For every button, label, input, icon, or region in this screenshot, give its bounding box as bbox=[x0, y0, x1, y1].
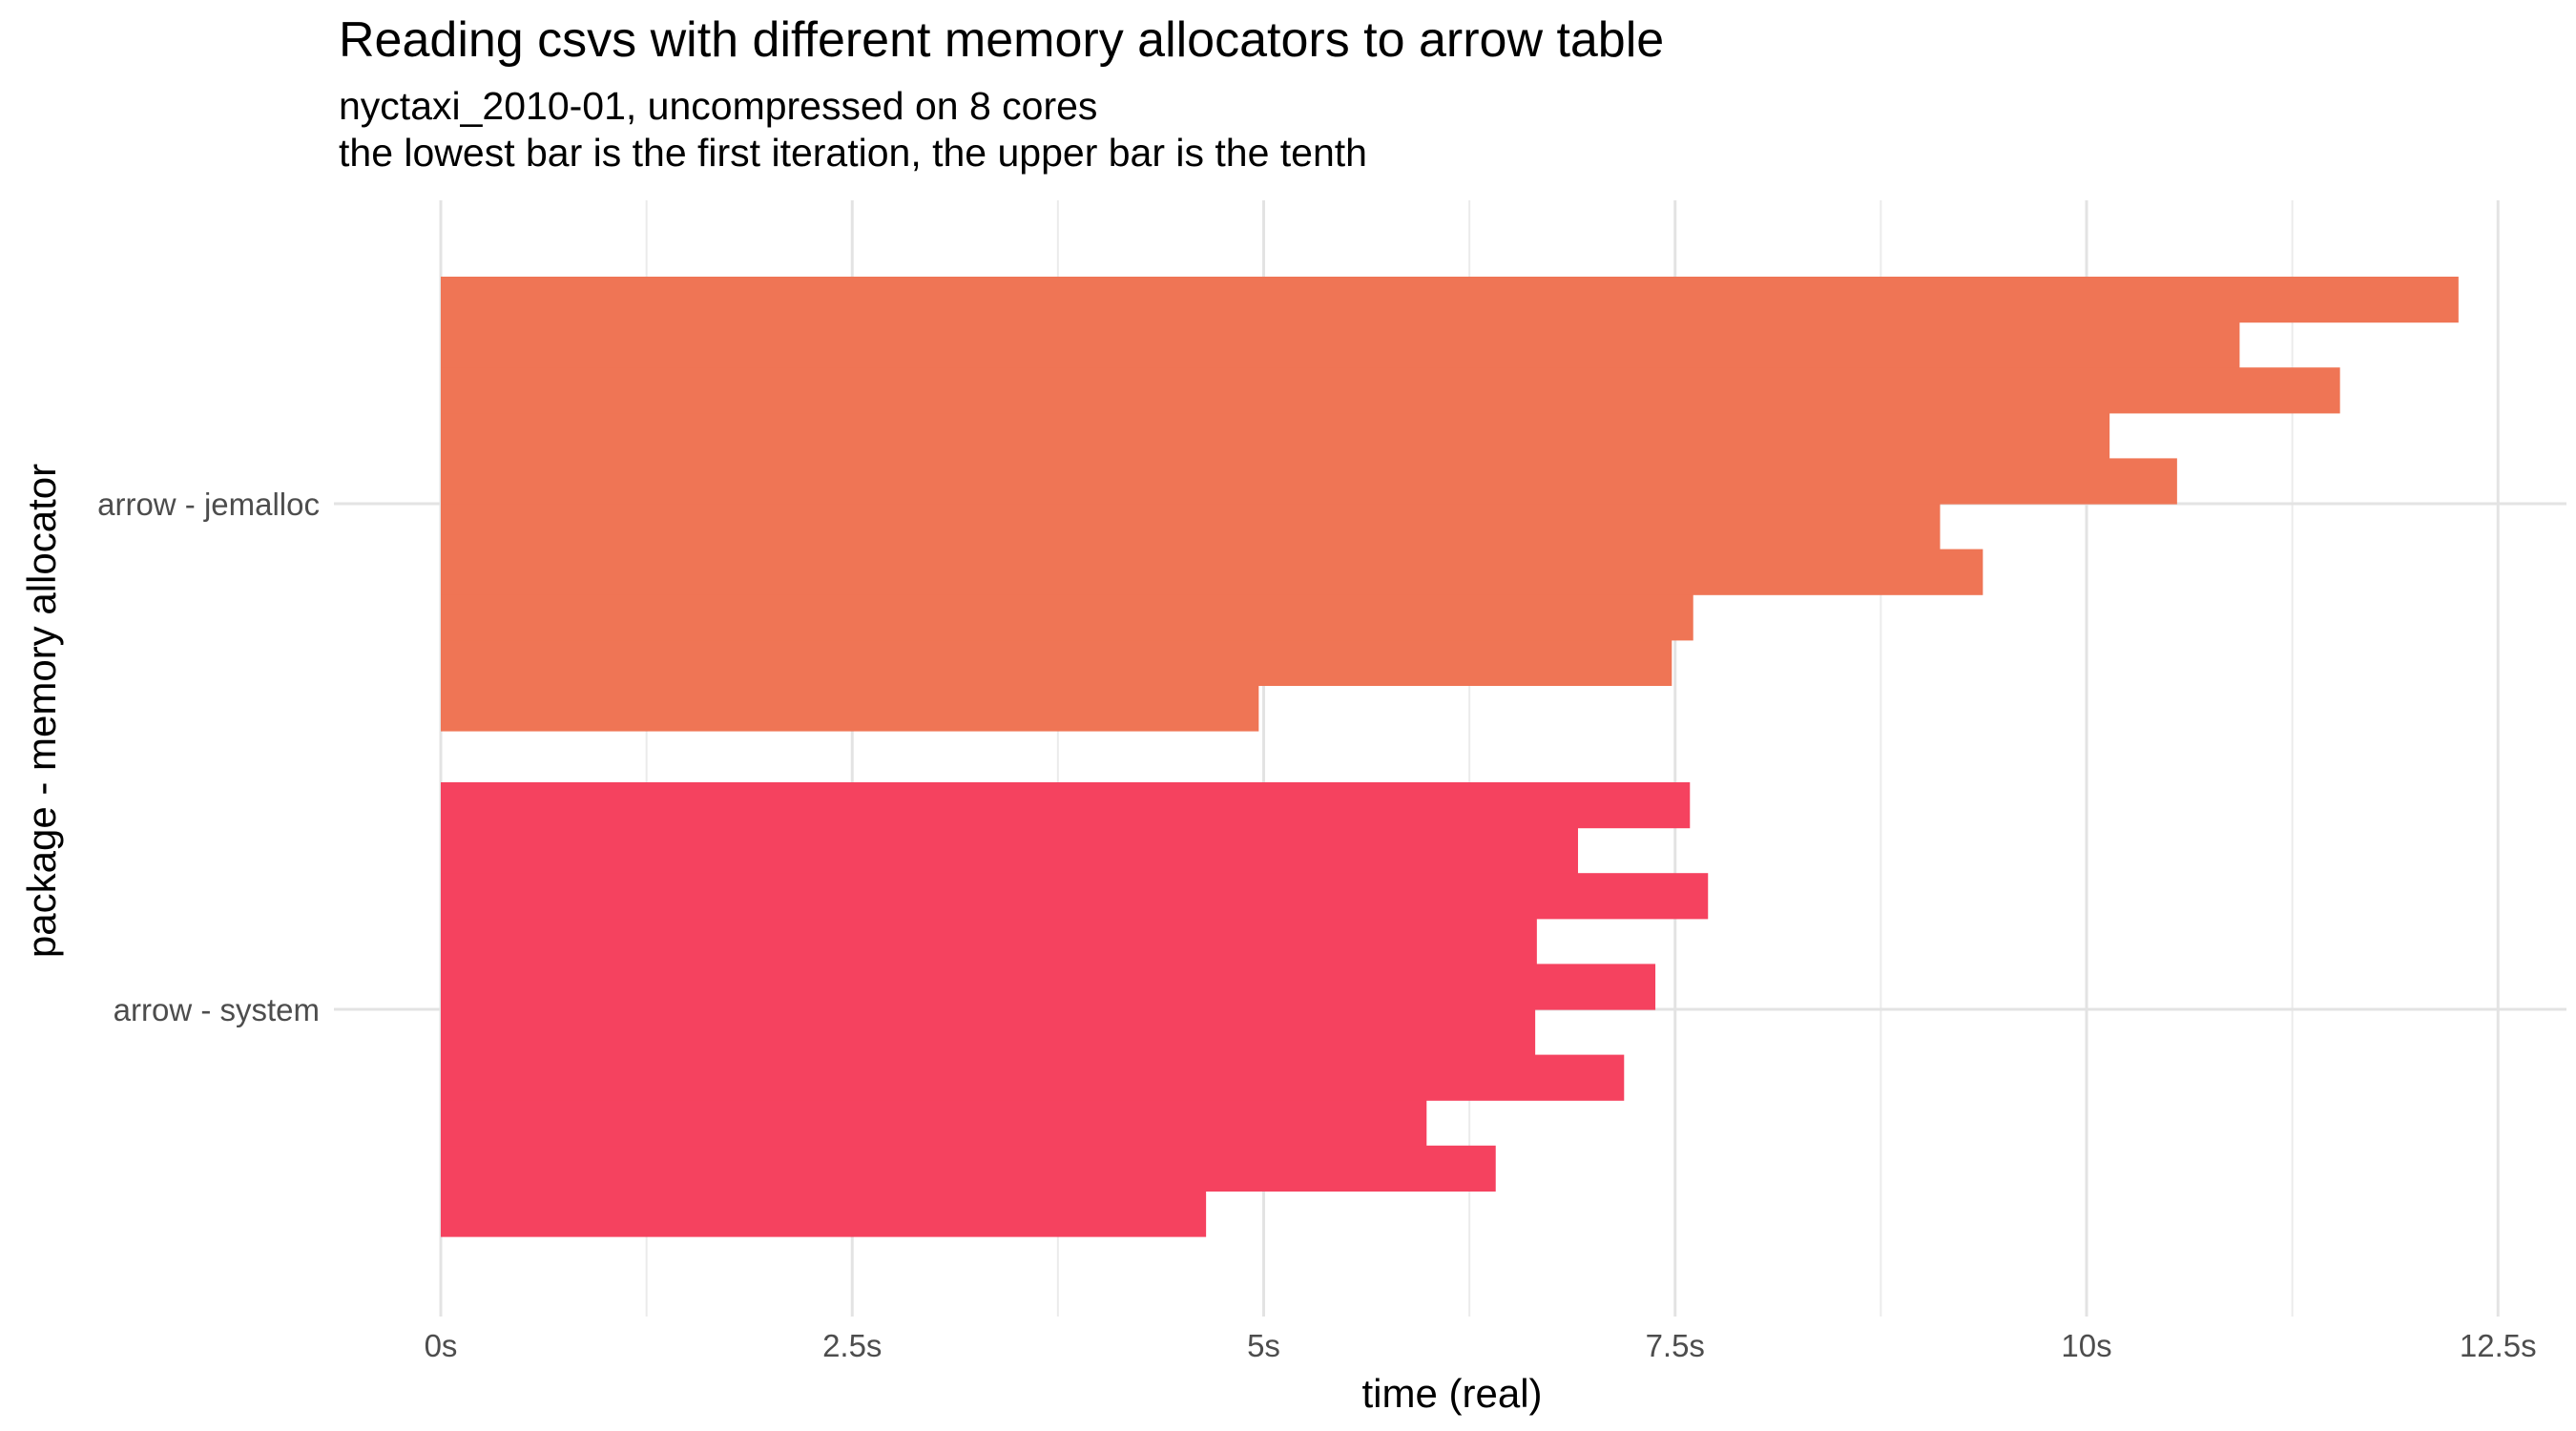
x-tick-label: 10s bbox=[2061, 1328, 2111, 1363]
y-axis-ticks: arrow - system arrow - jemalloc bbox=[97, 487, 320, 1027]
bar-iteration-5 bbox=[441, 1009, 1536, 1056]
bar-iteration-10 bbox=[441, 782, 1691, 829]
x-axis-label: time (real) bbox=[1361, 1371, 1542, 1416]
bar-iteration-3 bbox=[441, 594, 1693, 641]
bar-iteration-2 bbox=[441, 1145, 1496, 1192]
x-tick-label: 0s bbox=[425, 1328, 458, 1363]
chart-title: Reading csvs with different memory alloc… bbox=[339, 12, 1665, 68]
bar-iteration-1 bbox=[441, 1191, 1207, 1237]
y-tick-label: arrow - system bbox=[114, 992, 320, 1027]
bar-iteration-1 bbox=[441, 685, 1259, 732]
bar-iteration-10 bbox=[441, 277, 2459, 323]
bar-iteration-5 bbox=[441, 504, 1941, 550]
bar-iteration-9 bbox=[441, 827, 1578, 874]
x-tick-label: 12.5s bbox=[2460, 1328, 2537, 1363]
bar-iteration-8 bbox=[441, 367, 2340, 414]
bar-iteration-9 bbox=[441, 321, 2240, 368]
bar-iteration-4 bbox=[441, 1054, 1625, 1101]
bar-iteration-7 bbox=[441, 412, 2110, 459]
chart-subtitle-2: the lowest bar is the first iteration, t… bbox=[339, 131, 1367, 175]
y-axis-label: package - memory allocator bbox=[19, 464, 64, 958]
bar-iteration-6 bbox=[441, 964, 1656, 1010]
x-axis-ticks: 0s 2.5s 5s 7.5s 10s 12.5s bbox=[425, 1328, 2537, 1363]
x-tick-label: 7.5s bbox=[1646, 1328, 1705, 1363]
bar-iteration-7 bbox=[441, 918, 1537, 964]
bar-iteration-3 bbox=[441, 1100, 1427, 1147]
x-tick-label: 5s bbox=[1247, 1328, 1280, 1363]
bar-iteration-2 bbox=[441, 639, 1672, 686]
bars bbox=[441, 277, 2459, 1237]
chart-subtitle: nyctaxi_2010-01, uncompressed on 8 cores bbox=[339, 84, 1098, 128]
bar-iteration-8 bbox=[441, 873, 1709, 920]
y-tick-label: arrow - jemalloc bbox=[97, 487, 320, 522]
x-tick-label: 2.5s bbox=[822, 1328, 882, 1363]
bar-iteration-4 bbox=[441, 549, 1984, 595]
bar-iteration-6 bbox=[441, 458, 2177, 505]
